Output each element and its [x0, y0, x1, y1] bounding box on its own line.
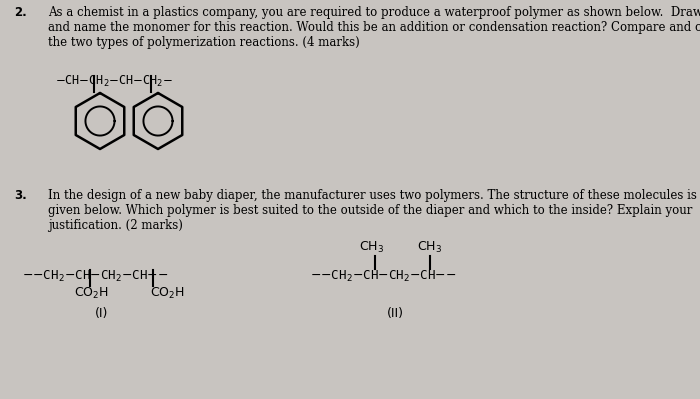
Text: $-$$-$CH$_2$$-$CH$-$CH$_2$$-$CH$-$$-$: $-$$-$CH$_2$$-$CH$-$CH$_2$$-$CH$-$$-$	[310, 269, 456, 284]
Text: CH$_3$: CH$_3$	[359, 240, 384, 255]
Text: As a chemist in a plastics company, you are required to produce a waterproof pol: As a chemist in a plastics company, you …	[48, 6, 700, 49]
Text: $-$CH$-$CH$_2$$-$CH$-$CH$_2$$-$: $-$CH$-$CH$_2$$-$CH$-$CH$_2$$-$	[55, 74, 173, 89]
Text: In the design of a new baby diaper, the manufacturer uses two polymers. The stru: In the design of a new baby diaper, the …	[48, 189, 697, 232]
Text: (II): (II)	[386, 307, 403, 320]
Text: CO$_2$H: CO$_2$H	[74, 286, 108, 301]
Text: 3.: 3.	[14, 189, 27, 202]
Text: CH$_3$: CH$_3$	[417, 240, 442, 255]
Text: 2.: 2.	[14, 6, 27, 19]
Text: (I): (I)	[94, 307, 108, 320]
Text: $-$$-$CH$_2$$-$CH$-$CH$_2$$-$CH$-$$-$: $-$$-$CH$_2$$-$CH$-$CH$_2$$-$CH$-$$-$	[22, 269, 168, 284]
Text: CO$_2$H: CO$_2$H	[150, 286, 185, 301]
